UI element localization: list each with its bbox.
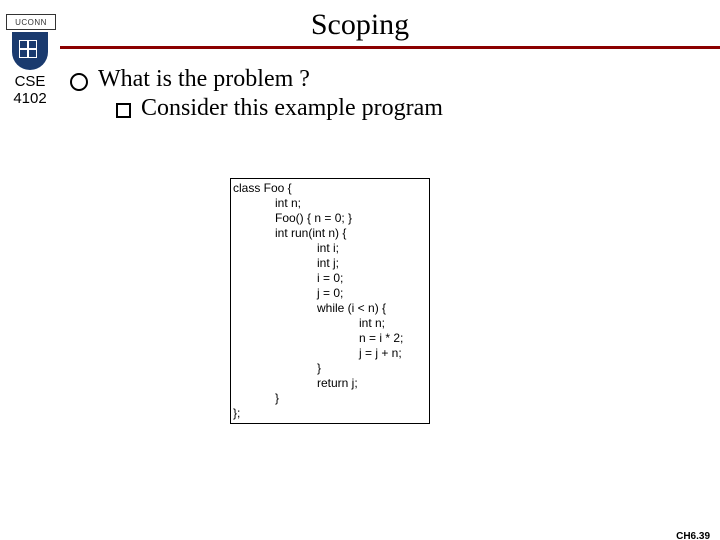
code-line: }	[233, 361, 427, 376]
page-title: Scoping	[0, 8, 720, 42]
code-line: class Foo {	[233, 181, 427, 196]
code-line: int run(int n) {	[233, 226, 427, 241]
bullet-sub-text: Consider this example program	[141, 95, 443, 122]
title-rule	[60, 46, 720, 49]
content-area: What is the problem ? Consider this exam…	[70, 66, 700, 122]
bullet-main-text: What is the problem ?	[98, 66, 310, 93]
bullet-main-row: What is the problem ?	[70, 66, 700, 93]
course-code: CSE	[6, 74, 54, 91]
shield-icon	[12, 32, 48, 70]
square-bullet-icon	[116, 103, 131, 118]
code-line: j = 0;	[233, 286, 427, 301]
code-line: int j;	[233, 256, 427, 271]
circle-bullet-icon	[70, 73, 88, 91]
code-line: while (i < n) {	[233, 301, 427, 316]
course-number: 4102	[6, 91, 54, 108]
code-line: };	[233, 406, 427, 421]
code-line: return j;	[233, 376, 427, 391]
code-line: n = i * 2;	[233, 331, 427, 346]
code-line: i = 0;	[233, 271, 427, 286]
code-line: j = j + n;	[233, 346, 427, 361]
bullet-sub-row: Consider this example program	[116, 95, 700, 122]
slide-footer: CH6.39	[676, 531, 710, 540]
code-line: int n;	[233, 316, 427, 331]
code-line: int i;	[233, 241, 427, 256]
course-label: CSE 4102	[6, 74, 54, 107]
code-line: }	[233, 391, 427, 406]
logo-text: UCONN	[6, 14, 56, 30]
uconn-logo: UCONN	[6, 14, 54, 66]
code-line: int n;	[233, 196, 427, 211]
code-box: class Foo {int n;Foo() { n = 0; }int run…	[230, 178, 430, 424]
code-line: Foo() { n = 0; }	[233, 211, 427, 226]
